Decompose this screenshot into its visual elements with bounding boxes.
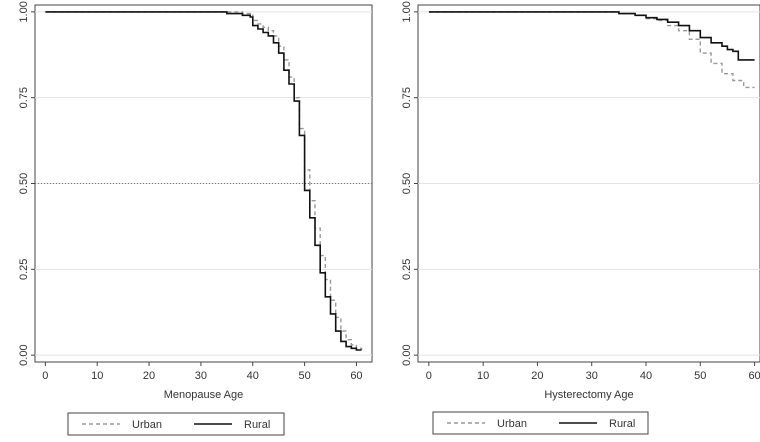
legend-label-urban: Urban xyxy=(132,419,162,431)
y-tick-label: 0.25 xyxy=(401,259,413,280)
chart-panel-2: 0.00 0.25 0.50 0.75 1.00 0 10 20 30 40 50 60 Hystere… xyxy=(401,1,760,435)
y-tick-label: 1.00 xyxy=(18,1,30,22)
series-line-urban xyxy=(428,11,755,89)
legend: Urban Rural xyxy=(432,411,649,435)
x-tick-label: 10 xyxy=(91,370,103,382)
x-tick-label: 50 xyxy=(694,370,706,382)
y-tick-label: 0.00 xyxy=(401,344,413,365)
x-axis-label: Hysterectomy Age xyxy=(544,389,633,401)
legend-label-rural: Rural xyxy=(244,419,270,431)
y-tick-label: 0.75 xyxy=(18,87,30,108)
x-axis-label: Menopause Age xyxy=(164,389,244,401)
legend-box xyxy=(432,411,649,435)
legend-box xyxy=(67,412,285,436)
x-tick-label: 0 xyxy=(426,370,432,382)
x-tick-label: 0 xyxy=(42,370,48,382)
chart-panel-1: 0.00 0.25 0.50 0.75 1.00 0 10 20 30 40 50 60 Menopau… xyxy=(18,1,373,436)
x-tick-label: 50 xyxy=(298,370,310,382)
x-tick-label: 30 xyxy=(586,370,598,382)
legend-label-urban: Urban xyxy=(497,418,527,430)
x-tick-label: 20 xyxy=(531,370,543,382)
y-tick-label: 0.00 xyxy=(18,344,30,365)
y-tick-label: 0.25 xyxy=(18,259,30,280)
y-tick-label: 0.50 xyxy=(18,173,30,194)
x-tick-label: 20 xyxy=(143,370,155,382)
y-tick-label: 0.50 xyxy=(401,173,413,194)
x-tick-label: 60 xyxy=(350,370,362,382)
series-line-urban xyxy=(45,11,363,350)
y-tick-label: 0.75 xyxy=(401,87,413,108)
x-tick-label: 10 xyxy=(477,370,489,382)
legend: Urban Rural xyxy=(67,412,285,436)
x-tick-label: 30 xyxy=(195,370,207,382)
x-tick-label: 40 xyxy=(247,370,259,382)
series-line-rural xyxy=(428,11,755,61)
x-tick-label: 40 xyxy=(640,370,652,382)
y-tick-label: 1.00 xyxy=(401,1,413,22)
x-tick-label: 60 xyxy=(748,370,760,382)
legend-label-rural: Rural xyxy=(609,418,635,430)
series-line-rural xyxy=(45,11,362,351)
